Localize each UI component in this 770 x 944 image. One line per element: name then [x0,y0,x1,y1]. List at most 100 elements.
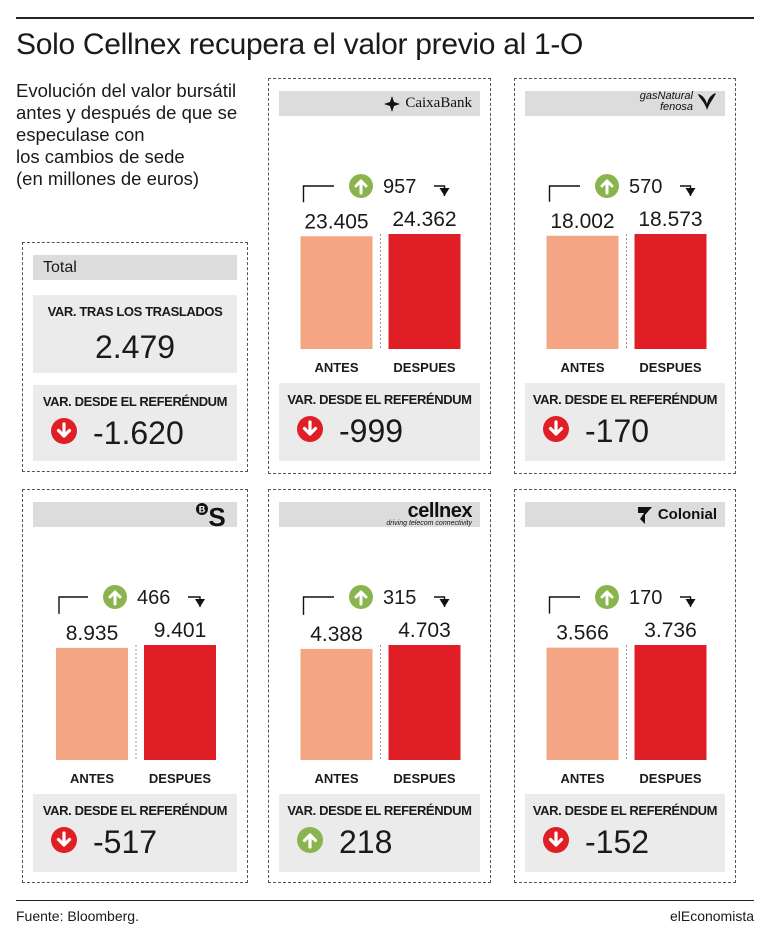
arrow-down-icon [51,418,77,449]
change-value: 957 [383,176,416,198]
bracket-arrowhead [195,599,205,607]
arrow-up-glyph [600,590,614,606]
bar-antes [300,236,373,349]
category-label: ANTES [70,771,114,786]
value-label: 3.736 [644,619,697,642]
ref-label: VAR. DESDE EL REFERÉNDUM [287,392,472,407]
category-label: ANTES [560,360,604,375]
category-label: DESPUES [393,360,455,375]
bar-despues [388,645,461,760]
butterfly-icon [698,92,716,110]
bracket-arrowhead [685,599,696,607]
brand-credit: elEconomista [669,908,754,924]
total-title: Total [33,255,237,280]
change-value: 570 [629,176,662,198]
total-tras-box: VAR. TRAS LOS TRASLADOS 2.479 [33,295,237,373]
arrow-up-glyph [354,590,368,606]
header-bar: Colonial [525,502,725,527]
bar-chart: 8.935 ANTES 9.401 DESPUES 466 [56,583,216,786]
value-label: 3.566 [556,622,609,645]
company-tagline: driving telecom connectivity [386,520,472,527]
value-label: 18.002 [550,210,614,233]
bracket-arrowhead [685,188,696,196]
category-label: DESPUES [639,360,701,375]
logo-letter: B [199,504,206,514]
bracket-arrowhead [439,599,450,607]
panel-colonial: Colonial 3.566 ANTES 3.736 DESPUES 170 VAR. … [514,489,736,883]
arrow-down-icon [51,827,77,858]
total-tras-label: VAR. TRAS LOS TRASLADOS [47,304,223,319]
value-label: 9.401 [154,619,207,642]
colonial-mark-icon [637,506,652,524]
bar-antes [546,235,619,349]
header-bar: CaixaBank [279,91,480,116]
panel-gasnatural: gasNatural fenosa 18.002 ANTES 18.573 DESPU… [514,78,736,474]
value-label: 18.573 [638,208,702,231]
category-label: ANTES [314,771,358,786]
ref-value: -999 [339,413,404,449]
change-value: 170 [629,587,662,609]
cellnex-logo: cellnex driving telecom connectivity [386,500,473,527]
ref-label: VAR. DESDE EL REFERÉNDUM [532,803,718,818]
arrow-down-icon [543,827,569,858]
bar-despues [388,234,461,349]
bar-chart: 3.566 ANTES 3.736 DESPUES 170 [546,583,707,786]
logo-letter: S [208,503,225,527]
ref-label: VAR. DESDE EL REFERÉNDUM [287,803,472,818]
bar-antes [300,648,373,760]
total-ref-value: -1.620 [93,415,184,451]
company-name: CaixaBank [405,95,472,111]
total-panel: Total VAR. TRAS LOS TRASLADOS 2.479 VAR.… [22,242,248,472]
total-ref-box: VAR. DESDE EL REFERÉNDUM -1.620 [33,385,237,461]
bottom-rule [16,900,754,901]
change-value: 315 [383,587,416,609]
ref-label: VAR. DESDE EL REFERÉNDUM [532,392,718,407]
category-label: DESPUES [639,771,701,786]
panel-caixabank: CaixaBank 23.405 ANTES 24.362 DESPUES 957 VA… [268,78,491,474]
arrow-up-glyph [354,179,368,195]
subtitle: Evolución del valor bursátil antes y des… [16,80,238,189]
category-label: DESPUES [149,771,211,786]
ref-label: VAR. DESDE EL REFERÉNDUM [42,803,228,818]
ref-box: VAR. DESDE EL REFERÉNDUM -170 [525,383,725,461]
colonial-logo: Colonial [636,504,717,525]
panel-cellnex: cellnex driving telecom connectivity 4.3… [268,489,491,883]
caixabank-logo: CaixaBank [383,93,472,114]
ref-box: VAR. DESDE EL REFERÉNDUM -152 [525,794,725,872]
ref-value: -517 [93,824,158,860]
ref-value: -170 [585,413,650,449]
arrow-up-icon [297,827,323,858]
ref-box: VAR. DESDE EL REFERÉNDUM -517 [33,794,237,872]
bar-chart: 4.388 ANTES 4.703 DESPUES 315 [300,583,461,786]
source-note: Fuente: Bloomberg. [16,908,139,924]
value-label: 4.703 [398,619,451,642]
company-name: cellnex [407,500,473,522]
bar-despues [144,645,216,760]
bar-chart: 18.002 ANTES 18.573 DESPUES 570 [546,172,707,375]
star-icon [384,95,401,112]
total-ref-label: VAR. DESDE EL REFERÉNDUM [42,394,228,409]
ref-box: VAR. DESDE EL REFERÉNDUM -999 [279,383,480,461]
ref-box: VAR. DESDE EL REFERÉNDUM 218 [279,794,480,872]
arrow-up-glyph [108,590,122,606]
category-label: DESPUES [393,771,455,786]
header-bar: cellnex driving telecom connectivity [279,500,480,527]
change-value: 466 [137,587,170,609]
category-label: ANTES [560,771,604,786]
value-label: 24.362 [392,208,456,231]
total-tras-value: 2.479 [94,329,176,365]
value-label: 23.405 [304,210,368,233]
bar-despues [634,645,707,760]
page-title: Solo Cellnex recupera el valor previo al… [16,28,584,61]
company-name: gasNatural fenosa [639,89,693,113]
bar-antes [56,647,128,760]
top-rule [16,17,754,19]
value-label: 4.388 [310,623,363,646]
ref-value: 218 [339,824,393,860]
bracket-arrowhead [439,188,450,196]
arrow-down-icon [297,416,323,447]
arrow-up-glyph [600,179,614,195]
